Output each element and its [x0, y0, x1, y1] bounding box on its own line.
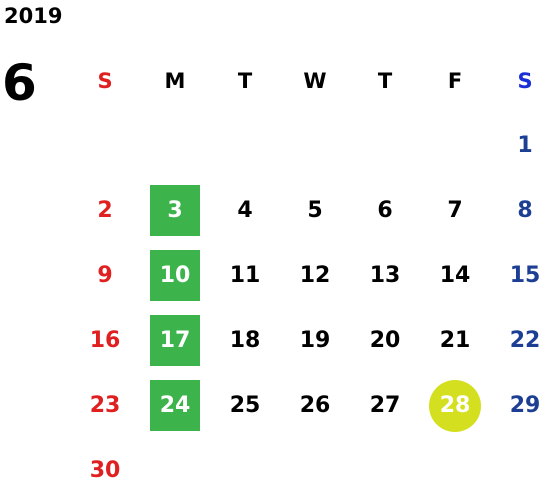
day-number: 6: [377, 198, 393, 223]
empty-day-cell: [210, 438, 280, 503]
day-number: 17: [150, 315, 200, 366]
day-number: 4: [237, 198, 253, 223]
day-cell-5[interactable]: 5: [280, 178, 350, 243]
month-number: 6: [2, 54, 37, 112]
day-number: 20: [369, 328, 401, 353]
day-number: 1: [517, 133, 533, 158]
empty-day-cell: [140, 438, 210, 503]
day-cell-6[interactable]: 6: [350, 178, 420, 243]
empty-day-cell: [420, 113, 490, 178]
empty-day-cell: [210, 113, 280, 178]
day-number: 30: [89, 458, 121, 483]
day-cell-30[interactable]: 30: [70, 438, 140, 503]
day-cell-16[interactable]: 16: [70, 308, 140, 373]
day-cell-7[interactable]: 7: [420, 178, 490, 243]
day-cell-23[interactable]: 23: [70, 373, 140, 438]
day-cell-4[interactable]: 4: [210, 178, 280, 243]
day-cell-21[interactable]: 21: [420, 308, 490, 373]
day-number: 23: [89, 393, 121, 418]
day-cell-18[interactable]: 18: [210, 308, 280, 373]
day-cell-3[interactable]: 3: [140, 178, 210, 243]
day-number: 29: [509, 393, 541, 418]
day-number: 18: [229, 328, 261, 353]
day-number: 26: [299, 393, 331, 418]
day-number: 5: [307, 198, 323, 223]
day-number: 15: [509, 263, 541, 288]
day-cell-29[interactable]: 29: [490, 373, 548, 438]
weekday-header-tue: T: [237, 68, 253, 93]
day-cell-9[interactable]: 9: [70, 243, 140, 308]
day-cell-15[interactable]: 15: [490, 243, 548, 308]
weekday-header-thu: T: [377, 68, 393, 93]
day-number: 22: [509, 328, 541, 353]
weekday-header-sat: S: [517, 68, 533, 93]
day-number: 16: [89, 328, 121, 353]
day-cell-10[interactable]: 10: [140, 243, 210, 308]
day-cell-22[interactable]: 22: [490, 308, 548, 373]
day-cell-2[interactable]: 2: [70, 178, 140, 243]
day-cell-11[interactable]: 11: [210, 243, 280, 308]
day-cell-26[interactable]: 26: [280, 373, 350, 438]
day-cell-24[interactable]: 24: [140, 373, 210, 438]
weekday-header-fri: F: [447, 68, 463, 93]
year-label: 2019: [4, 4, 63, 28]
empty-day-cell: [70, 113, 140, 178]
day-number: 25: [229, 393, 261, 418]
day-cell-20[interactable]: 20: [350, 308, 420, 373]
empty-day-cell: [280, 113, 350, 178]
day-number: 3: [150, 185, 200, 236]
day-cell-8[interactable]: 8: [490, 178, 548, 243]
day-number: 24: [150, 380, 200, 431]
day-number: 2: [97, 198, 113, 223]
day-cell-25[interactable]: 25: [210, 373, 280, 438]
weekday-header-sun: S: [97, 68, 113, 93]
day-cell-28[interactable]: 28: [420, 373, 490, 438]
day-number: 13: [369, 263, 401, 288]
day-cell-1[interactable]: 1: [490, 113, 548, 178]
day-cell-19[interactable]: 19: [280, 308, 350, 373]
day-number: 27: [369, 393, 401, 418]
empty-day-cell: [420, 438, 490, 503]
day-number: 14: [439, 263, 471, 288]
weekday-header-wed: W: [303, 68, 327, 93]
day-number: 28: [429, 379, 481, 432]
day-cell-27[interactable]: 27: [350, 373, 420, 438]
empty-day-cell: [280, 438, 350, 503]
day-number: 19: [299, 328, 331, 353]
day-cell-14[interactable]: 14: [420, 243, 490, 308]
empty-day-cell: [140, 113, 210, 178]
calendar-grid: S M T W T F S 1 2 3 4 5 6 7 8 9 10 11 12 13 14 15 16 17 1…: [70, 48, 548, 503]
day-number: 12: [299, 263, 331, 288]
empty-day-cell: [350, 438, 420, 503]
day-number: 11: [229, 263, 261, 288]
day-number: 8: [517, 198, 533, 223]
empty-day-cell: [350, 113, 420, 178]
day-cell-13[interactable]: 13: [350, 243, 420, 308]
day-number: 9: [97, 263, 113, 288]
day-number: 7: [447, 198, 463, 223]
day-cell-17[interactable]: 17: [140, 308, 210, 373]
day-number: 21: [439, 328, 471, 353]
day-cell-12[interactable]: 12: [280, 243, 350, 308]
empty-day-cell: [490, 438, 548, 503]
weekday-header-mon: M: [164, 68, 186, 93]
day-number: 10: [150, 250, 200, 301]
